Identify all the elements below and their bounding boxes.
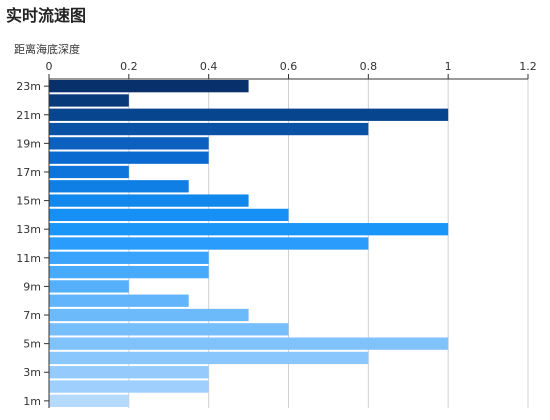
bar-5m [49, 337, 449, 350]
y-axis-label: 距离海底深度 [14, 43, 80, 56]
y-tick-label: 21m [16, 109, 41, 122]
y-tick-label: 3m [23, 366, 41, 379]
chart-title: 实时流速图 [6, 6, 87, 25]
y-tick-label: 19m [16, 137, 41, 150]
x-tick-label: 1 [445, 60, 452, 73]
bar-17m [49, 165, 129, 179]
bar-4m [49, 351, 369, 365]
bar-6m [49, 323, 289, 336]
bar-23m [49, 80, 249, 93]
bar-13m [49, 223, 449, 236]
bar-1m [49, 394, 129, 407]
y-tick-label: 1m [23, 395, 41, 408]
bar-18m [49, 151, 209, 164]
bar-7m [49, 308, 249, 322]
bar-21m [49, 108, 449, 121]
bar-9m [49, 280, 129, 293]
bar-14m [49, 208, 289, 222]
bar-11m [49, 251, 209, 264]
x-tick-label: 0 [46, 60, 53, 73]
x-tick-label: 0.6 [280, 60, 298, 73]
y-tick-label: 11m [16, 252, 41, 265]
y-tick-label: 13m [16, 223, 41, 236]
bar-10m [49, 265, 209, 279]
x-tick-label: 0.8 [360, 60, 378, 73]
bar-22m [49, 94, 129, 107]
bar-19m [49, 137, 209, 150]
x-tick-label: 0.4 [200, 60, 218, 73]
y-axis: 23m 21m 19m 17m 15m 13m 11m 9m 7m 5m 3m 1m [16, 79, 50, 408]
y-tick-label: 17m [16, 166, 41, 179]
bar-16m [49, 180, 189, 193]
x-tick-label: 0.2 [120, 60, 138, 73]
bar-20m [49, 122, 369, 136]
x-axis-ticks: 0 0.2 0.4 0.6 0.8 1 1.2 [46, 60, 537, 80]
y-tick-label: 23m [16, 80, 41, 93]
bar-12m [49, 237, 369, 250]
x-tick-label: 1.2 [519, 60, 537, 73]
bars [49, 80, 449, 407]
bar-2m [49, 380, 209, 393]
bar-3m [49, 366, 209, 379]
bar-8m [49, 294, 189, 307]
y-tick-label: 15m [16, 195, 41, 208]
y-tick-label: 5m [23, 338, 41, 351]
y-tick-label: 7m [23, 309, 41, 322]
y-tick-label: 9m [23, 280, 41, 293]
bar-15m [49, 194, 249, 207]
